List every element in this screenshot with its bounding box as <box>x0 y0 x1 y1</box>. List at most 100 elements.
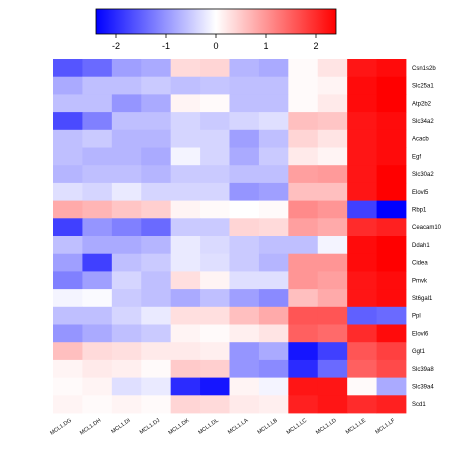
heatmap-cell <box>288 306 319 325</box>
heatmap-cell <box>317 129 348 148</box>
heatmap-cell <box>200 289 230 308</box>
heatmap-cell <box>82 271 113 290</box>
row-label: Slc25a1 <box>412 84 434 90</box>
heatmap-cell <box>288 59 319 78</box>
heatmap-cell <box>111 129 142 148</box>
heatmap-cell <box>141 306 172 325</box>
column-label: MCL1.DK <box>168 418 191 437</box>
heatmap-cell <box>82 129 113 148</box>
heatmap-cell <box>376 182 407 201</box>
heatmap-cell <box>82 59 113 78</box>
heatmap-cell <box>347 342 377 361</box>
heatmap-cell <box>111 165 142 184</box>
heatmap-cell <box>317 147 348 166</box>
heatmap-cell <box>229 76 260 95</box>
heatmap-cell <box>170 359 201 378</box>
heatmap-cell <box>111 342 142 361</box>
heatmap-cell <box>170 236 201 255</box>
heatmap-cell <box>141 59 172 78</box>
heatmap-cell <box>111 112 142 131</box>
column-labels: MCL1.DG MCL1.DH MCL1.DI MCL1.DJ MCL1.DK MCL1.… <box>49 417 397 436</box>
heatmap-cell <box>53 395 83 414</box>
heatmap-cell <box>111 324 142 343</box>
heatmap-cell <box>82 377 113 396</box>
heatmap-cell <box>200 324 230 343</box>
heatmap-cell <box>376 94 407 113</box>
heatmap-cell <box>141 359 172 378</box>
column-label: MCL1.LD <box>315 418 337 436</box>
heatmap-cell <box>200 395 230 414</box>
row-label: Rbp1 <box>412 207 427 213</box>
heatmap-cell <box>200 165 230 184</box>
heatmap-cell <box>288 165 319 184</box>
row-label: Slc34a2 <box>412 119 434 125</box>
heatmap-cell <box>376 76 407 95</box>
row-label: Slc39a4 <box>412 384 434 390</box>
color-legend-tick-label: 0 <box>213 41 218 51</box>
heatmap-cell <box>317 182 348 201</box>
heatmap-cell <box>258 395 289 414</box>
heatmap-cell <box>170 129 201 148</box>
heatmap-cell <box>376 377 407 396</box>
heatmap-cell <box>347 236 377 255</box>
heatmap-cell <box>200 112 230 131</box>
heatmap-cell <box>376 395 407 414</box>
heatmap-cell <box>288 359 319 378</box>
heatmap-cell <box>82 182 113 201</box>
heatmap-cell <box>53 218 83 237</box>
heatmap-cell <box>347 182 377 201</box>
heatmap-cell <box>170 112 201 131</box>
heatmap-cell <box>317 377 348 396</box>
heatmap-cell <box>288 147 319 166</box>
heatmap-cell <box>111 182 142 201</box>
color-legend-tick-label: -1 <box>162 41 170 51</box>
color-legend-tick-label: 1 <box>263 41 268 51</box>
heatmap-cell <box>170 324 201 343</box>
color-legend-tick-label: -2 <box>112 41 120 51</box>
heatmap-cell <box>317 76 348 95</box>
heatmap-cell <box>200 218 230 237</box>
heatmap-cell <box>288 218 319 237</box>
heatmap-cell <box>317 236 348 255</box>
heatmap-cell <box>82 236 113 255</box>
heatmap-cell <box>258 253 289 272</box>
heatmap-cell <box>141 395 172 414</box>
heatmap-cell <box>347 306 377 325</box>
column-label: MCL1.LA <box>227 418 249 436</box>
heatmap-cell <box>258 324 289 343</box>
heatmap-cell <box>347 218 377 237</box>
heatmap-cell <box>82 76 113 95</box>
heatmap-cell <box>347 253 377 272</box>
heatmap-cell <box>170 59 201 78</box>
heatmap-cell <box>347 112 377 131</box>
heatmap-cell <box>347 129 377 148</box>
heatmap-cell <box>111 59 142 78</box>
heatmap-cell <box>200 342 230 361</box>
heatmap-cell <box>141 165 172 184</box>
heatmap-cell <box>229 342 260 361</box>
heatmap-cell <box>347 359 377 378</box>
heatmap-cell <box>317 271 348 290</box>
heatmap-cell <box>170 395 201 414</box>
heatmap-cell <box>53 94 83 113</box>
heatmap-cell <box>347 271 377 290</box>
heatmap-cell <box>170 253 201 272</box>
heatmap-cell <box>258 359 289 378</box>
row-label: Csn1s2b <box>412 66 436 72</box>
heatmap-cell <box>376 218 407 237</box>
heatmap-cell <box>200 359 230 378</box>
heatmap-cell <box>317 165 348 184</box>
heatmap-cell <box>200 182 230 201</box>
heatmap-cell <box>376 129 407 148</box>
row-label: Ppl <box>412 314 421 320</box>
heatmap-cell <box>258 271 289 290</box>
row-label: Slc30a2 <box>412 172 434 178</box>
heatmap-cell <box>141 236 172 255</box>
heatmap-cell <box>376 253 407 272</box>
heatmap-cell <box>170 94 201 113</box>
heatmap-cell <box>82 306 113 325</box>
heatmap-cell <box>258 129 289 148</box>
heatmap-cell <box>288 395 319 414</box>
heatmap-cell <box>317 112 348 131</box>
heatmap-cell <box>258 377 289 396</box>
